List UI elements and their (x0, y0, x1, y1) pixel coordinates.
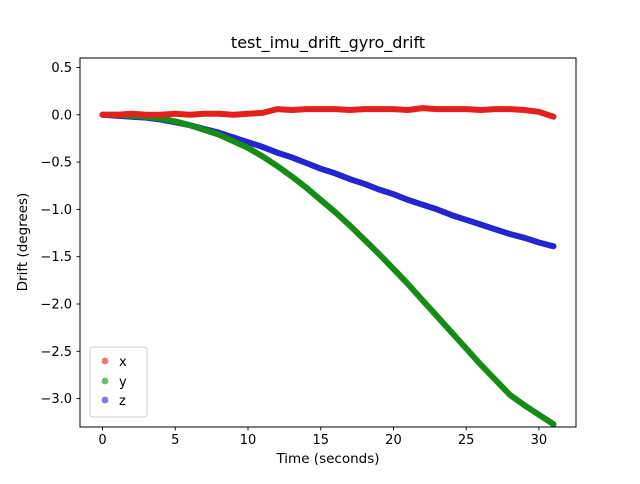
x-tick-label: 30 (531, 433, 548, 448)
x-axis-label: Time (seconds) (275, 451, 379, 467)
y-tick-label: −2.0 (40, 298, 72, 313)
y-tick-label: −1.0 (40, 203, 72, 218)
legend-label-x: x (119, 355, 127, 370)
x-tick-label: 0 (98, 433, 106, 448)
legend-marker-z (101, 396, 109, 404)
x-tick-label: 15 (312, 433, 329, 448)
series-layer (99, 105, 557, 427)
y-tick-label: −2.5 (40, 345, 72, 360)
y-tick-label: 0.0 (51, 108, 72, 123)
series-line-y (99, 111, 557, 427)
x-axis-ticks: 0 5 10 15 20 25 30 (98, 427, 547, 448)
x-tick-label: 25 (458, 433, 475, 448)
x-tick-label: 20 (385, 433, 402, 448)
y-tick-label: −0.5 (40, 156, 72, 171)
y-axis-label: Drift (degrees) (15, 193, 31, 292)
y-tick-label: −1.5 (40, 250, 72, 265)
series-line-x (99, 105, 557, 120)
chart-title: test_imu_drift_gyro_drift (231, 33, 425, 53)
y-tick-label: 0.5 (51, 61, 72, 76)
legend-label-y: y (119, 375, 127, 390)
x-tick-label: 10 (240, 433, 257, 448)
series-line-z (99, 111, 557, 250)
y-tick-label: −3.0 (40, 392, 72, 407)
legend-marker-y (101, 377, 109, 385)
x-tick-label: 5 (171, 433, 179, 448)
legend-label-z: z (119, 394, 126, 409)
y-axis-ticks: 0.5 0.0 −0.5 −1.0 −1.5 −2.0 −2.5 −3.0 (40, 61, 80, 407)
legend: x y z (89, 346, 148, 418)
plot-border (79, 57, 577, 428)
legend-marker-x (101, 357, 109, 365)
